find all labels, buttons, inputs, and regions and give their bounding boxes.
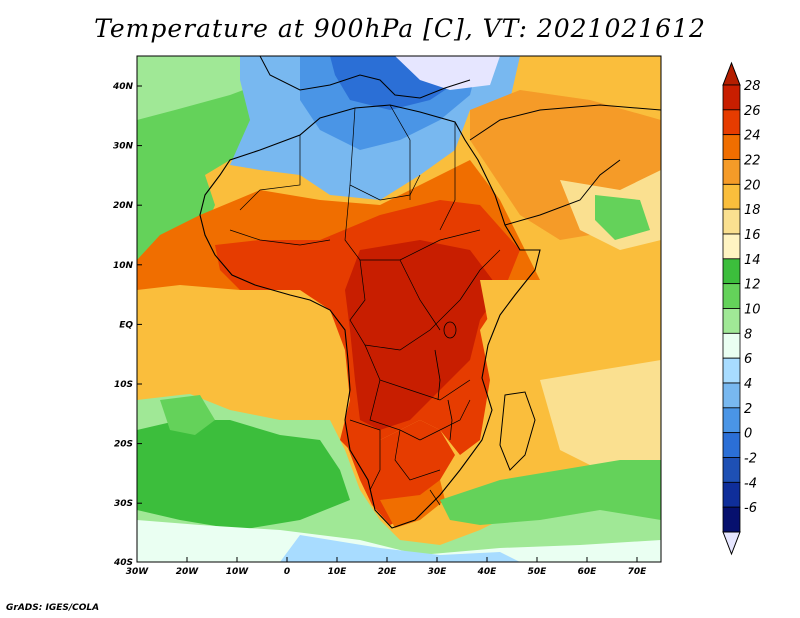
lat-tick-label: 40S: [113, 558, 133, 568]
colorbar-label: -6: [744, 501, 757, 516]
colorbar-label: -4: [744, 476, 757, 491]
colorbar-label: -2: [744, 452, 757, 467]
lon-tick-label: 30E: [428, 567, 448, 577]
colorbar-label: 14: [744, 253, 761, 268]
lon-tick-label: 10W: [226, 567, 250, 577]
lon-tick-label: 10E: [328, 567, 348, 577]
lon-tick-label: 0: [284, 567, 290, 577]
colorbar-swatch: [722, 308, 741, 334]
lon-tick-label: 30W: [126, 567, 150, 577]
colorbar-swatch: [722, 382, 741, 409]
colorbar-swatch: [722, 84, 741, 111]
colorbar-swatch: [722, 432, 741, 458]
lon-tick-label: 60E: [578, 567, 598, 577]
colorbar-label: 6: [744, 352, 752, 367]
lon-tick-label: 70E: [628, 567, 648, 577]
lat-tick-label: 20N: [113, 201, 134, 211]
lon-tick-label: 40E: [477, 567, 498, 577]
colorbar-swatch: [722, 183, 741, 210]
colorbar-label: 8: [744, 327, 752, 342]
colorbar-swatch: [722, 159, 741, 185]
colorbar-swatch: [722, 332, 741, 359]
colorbar-label: 12: [744, 278, 761, 293]
axis-ticks: 30W 20W 10W 0 10E 20E 30E 40E 50E 60E 70E 40N 30N 20N…: [112, 82, 647, 577]
lat-tick-label: 30N: [113, 142, 134, 152]
lon-tick-label: 50E: [528, 567, 548, 577]
lat-tick-label: 40N: [112, 82, 134, 92]
colorbar-label: 4: [744, 377, 752, 392]
lat-tick-label: 10S: [114, 380, 133, 390]
colorbar-swatch: [722, 481, 741, 508]
colorbar-label: 22: [744, 154, 761, 169]
colorbar-label: 10: [744, 303, 761, 318]
colorbar-swatch: [722, 258, 741, 285]
colorbar-swatch: [722, 109, 741, 136]
plot-frame: [136, 55, 662, 563]
colorbar-label: 0: [744, 427, 752, 442]
colorbar-top-arrow: [722, 61, 741, 86]
colorbar-swatch: [722, 134, 741, 160]
map-title: Temperature at 900hPa [C], VT: 202102161…: [94, 14, 706, 43]
colorbar-label: 20: [744, 178, 761, 193]
colorbar-swatch: [722, 233, 741, 260]
colorbar-label: 28: [744, 79, 761, 94]
colorbar-swatch: [722, 506, 741, 533]
lon-tick-label: 20E: [378, 567, 398, 577]
colorbar-swatch: [722, 208, 741, 235]
lat-tick-label: 20S: [114, 440, 133, 450]
colorbar-swatch: [722, 407, 741, 434]
lat-tick-label: 10N: [113, 261, 134, 271]
lat-tick-label: EQ: [119, 320, 133, 330]
colorbar-label: 24: [744, 129, 761, 144]
colorbar-swatch: [722, 283, 741, 309]
colorbar-swatch: [722, 357, 741, 384]
colorbar-label: 26: [744, 104, 761, 119]
colorbar-swatch: [722, 457, 741, 483]
temperature-field: [137, 56, 661, 562]
lon-tick-label: 20W: [176, 567, 200, 577]
colorbar-label: 2: [744, 402, 752, 417]
grads-credit: GrADS: IGES/COLA: [6, 603, 100, 613]
lat-tick-label: 30S: [114, 499, 133, 509]
colorbar-bottom-arrow: [722, 531, 741, 556]
colorbar-label: 18: [744, 203, 761, 218]
colorbar-label: 16: [744, 228, 761, 243]
